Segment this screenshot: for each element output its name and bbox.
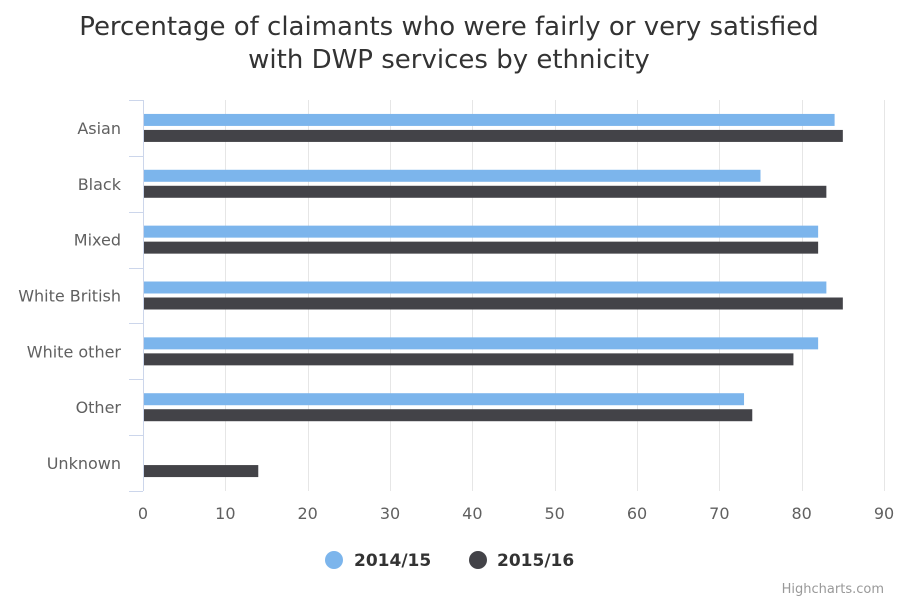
legend-label: 2014/15 <box>354 551 431 571</box>
x-tick-label: 70 <box>709 504 729 523</box>
x-tick-label: 10 <box>215 504 235 523</box>
category-label: White British <box>18 287 121 306</box>
x-tick-label: 20 <box>297 504 317 523</box>
category-label: Other <box>76 398 122 417</box>
legend-marker <box>469 551 487 569</box>
bar <box>144 393 745 406</box>
bar <box>144 225 819 238</box>
chart-title-line-1: Percentage of claimants who were fairly … <box>79 12 819 42</box>
bar <box>144 241 819 254</box>
bar <box>144 337 819 350</box>
grid-lines <box>225 100 885 491</box>
category-label: White other <box>27 342 122 361</box>
bar <box>144 353 794 366</box>
bar <box>144 129 843 142</box>
category-label: Mixed <box>74 231 121 250</box>
bar <box>144 169 761 182</box>
axes: 0 10 20 30 40 50 60 70 80 90 Asian Black Mixed White … <box>18 100 894 523</box>
bars <box>144 113 843 478</box>
bar <box>144 465 259 478</box>
legend-label: 2015/16 <box>497 551 574 571</box>
x-tick-label: 40 <box>462 504 482 523</box>
x-tick-label: 80 <box>791 504 811 523</box>
bar <box>144 409 753 422</box>
category-label: Black <box>78 175 122 194</box>
category-label: Unknown <box>47 454 121 473</box>
category-label: Asian <box>77 119 121 138</box>
x-tick-label: 60 <box>627 504 647 523</box>
legend: 2014/15 2015/16 <box>325 551 574 571</box>
x-tick-label: 30 <box>380 504 400 523</box>
chart-title-line-2: with DWP services by ethnicity <box>248 45 650 75</box>
credits-link[interactable]: Highcharts.com <box>782 582 884 597</box>
bar <box>144 113 835 126</box>
x-tick-label: 0 <box>138 504 148 523</box>
bar <box>144 281 827 294</box>
bar <box>144 297 843 310</box>
legend-marker <box>325 551 343 569</box>
x-tick-label: 90 <box>874 504 894 523</box>
x-tick-label: 50 <box>544 504 564 523</box>
bar <box>144 185 827 198</box>
